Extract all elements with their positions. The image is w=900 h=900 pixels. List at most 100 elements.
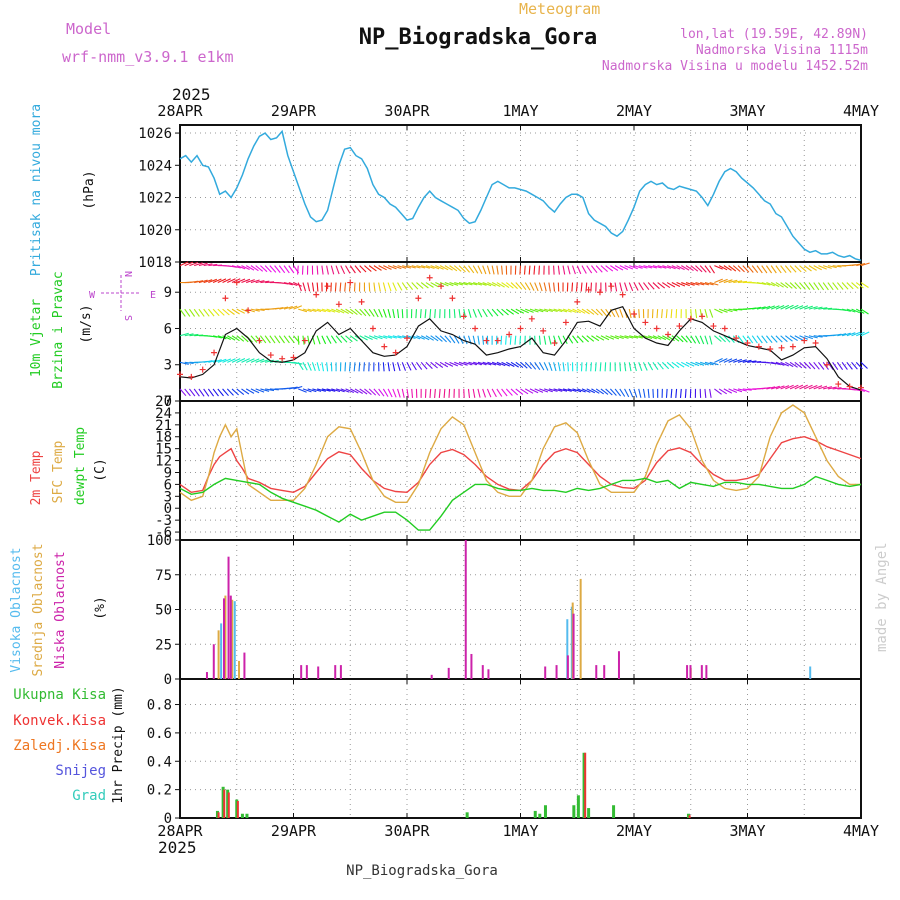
wind-barb (307, 362, 312, 371)
wind-barb (657, 361, 664, 370)
wind-barb (595, 388, 605, 395)
y-tick-label: 21 (155, 418, 172, 434)
wind-gust-marker (449, 295, 456, 302)
wind-barb (378, 308, 383, 318)
wind-gust-marker (710, 323, 717, 330)
wind-barb (761, 335, 768, 344)
precip-bar-convective (584, 752, 587, 818)
cloud-bar-mid (238, 660, 241, 679)
wind-barb (633, 362, 637, 372)
cloud-bar-low (430, 674, 433, 679)
time-tick-top: 3MAY (729, 102, 765, 120)
wind-gust-marker (301, 337, 308, 344)
wind-barb (354, 308, 363, 316)
wind-barb (690, 335, 697, 344)
wind-barb (463, 282, 473, 286)
wind-barb (222, 308, 230, 316)
wind-barb (245, 265, 255, 271)
wind-barb (468, 282, 478, 286)
wind-barb (335, 308, 345, 314)
wind-barb (647, 282, 655, 290)
wind-barb (434, 309, 436, 319)
cloud-bar-low (617, 651, 620, 679)
wind-barb (586, 308, 595, 315)
wind-barb (733, 388, 743, 393)
precip-legend-item: Grad (72, 788, 106, 804)
wind-barb (259, 335, 267, 344)
wind-gust-marker (483, 337, 490, 344)
wind-barb (444, 361, 454, 367)
wind-barb (817, 361, 825, 370)
wind-barb (642, 388, 646, 398)
cloud-bar-mid (579, 578, 582, 679)
y-tick-label: 1018 (138, 255, 172, 271)
wind-barb (359, 265, 367, 273)
wind-barb (548, 388, 558, 392)
wind-barb (321, 308, 331, 313)
wind-barb (557, 265, 560, 275)
wind-barb (524, 388, 534, 394)
wind-barb (766, 305, 775, 310)
wind-barb (765, 265, 773, 274)
wind-gust-marker (460, 313, 467, 320)
wind-barb (250, 308, 260, 312)
wind-gust-marker (733, 335, 740, 342)
precip-bar-total (572, 805, 576, 818)
cloud-bar-low (595, 665, 598, 679)
wind-barb (312, 308, 322, 313)
cloud-bar-low (572, 613, 575, 679)
temp-ylabel-sfc: SFC Temp (51, 441, 66, 504)
wind-barb (827, 362, 834, 371)
wind-barb (591, 308, 599, 316)
cloud-bar-high (220, 623, 223, 679)
cloud-bar-low (227, 556, 230, 679)
cloud-bar-low (339, 665, 342, 679)
wind-barb (458, 265, 466, 273)
wind-barb (543, 282, 547, 292)
wind-barb (339, 282, 342, 292)
wind-barb (378, 388, 385, 397)
wind-barb (236, 388, 245, 396)
wind-barb (718, 335, 726, 343)
wind-barb (548, 308, 558, 313)
wind-gust-marker (596, 289, 603, 296)
wind-barb (193, 388, 200, 397)
wind-barb (523, 265, 526, 275)
wind-barbs (179, 261, 870, 398)
time-tick-top: 29APR (271, 102, 317, 120)
wind-gust-marker (835, 381, 842, 388)
wind-barb (614, 308, 620, 318)
wind-barb (737, 335, 744, 344)
wind-barb (609, 388, 617, 396)
wind-barb (808, 384, 818, 390)
wind-barb (685, 282, 695, 286)
cloud-ylabel-mid: Srednja Oblacnost (31, 543, 46, 676)
wind-barb (472, 265, 479, 274)
wind-barb (675, 388, 678, 398)
wind-barb (383, 335, 393, 339)
wind-barb (454, 361, 463, 367)
wind-barb (326, 388, 336, 392)
y-tick-label: 0 (164, 394, 172, 410)
wind-barb (316, 308, 326, 313)
precip-bar-total (240, 813, 244, 818)
wind-gust-marker (358, 298, 365, 305)
wind-barb (255, 308, 265, 311)
wind-barb (624, 265, 634, 270)
wind-barb (387, 308, 391, 318)
panel-frame (179, 678, 862, 819)
wind-barb (189, 333, 199, 337)
wind-barb (685, 361, 695, 367)
wind-barb (331, 388, 341, 393)
wind-barb (212, 388, 219, 397)
wind-barb (226, 388, 234, 396)
wind-barb (799, 361, 807, 369)
wind-barb (643, 335, 653, 340)
wind-barb (222, 335, 231, 340)
wind-barb (231, 278, 241, 284)
wind-barb (728, 265, 737, 272)
wind-barb (364, 335, 373, 340)
wind-barb (794, 361, 803, 369)
precip-bar-total (576, 795, 580, 818)
wind-barb (679, 388, 682, 398)
